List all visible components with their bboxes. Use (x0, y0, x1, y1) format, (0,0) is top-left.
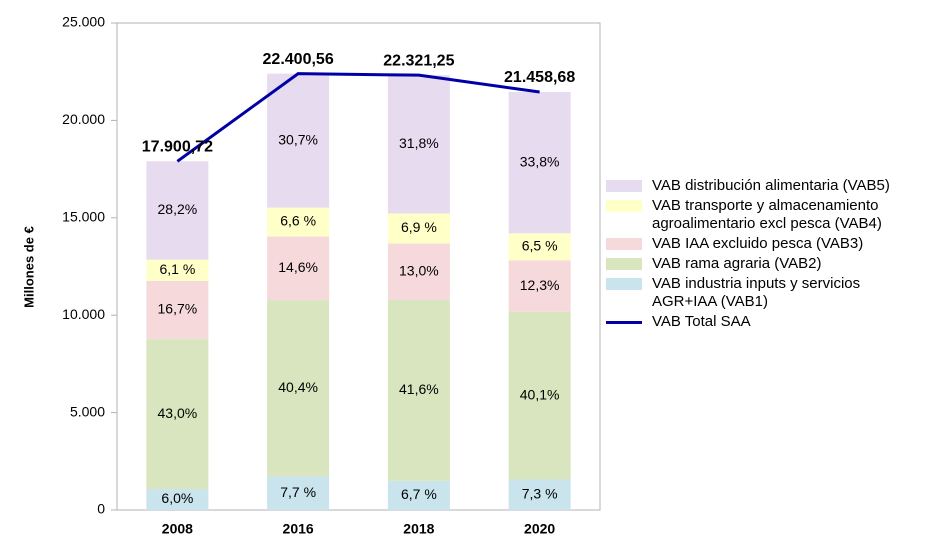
x-tick-label: 2016 (283, 521, 314, 537)
share-label: 7,3 % (522, 485, 558, 501)
share-label: 33,8% (520, 153, 560, 169)
bar-segment (387, 213, 450, 244)
bar-segment (508, 311, 571, 480)
x-tick-label: 2008 (162, 521, 193, 537)
legend-label: VAB IAA excluido pesca (VAB3) (652, 235, 864, 252)
legend-label: VAB Total SAA (652, 313, 751, 330)
share-label: 13,0% (399, 262, 439, 278)
legend-item: VAB rama agraria (VAB2) (606, 255, 906, 273)
plot-frame (116, 22, 601, 511)
legend: VAB distribución alimentaria (VAB5) VAB t… (606, 177, 906, 333)
y-tick-label: 5.000 (70, 403, 105, 419)
y-axis-label: Millones de € (21, 226, 36, 308)
y-tick-label: 10.000 (62, 306, 105, 322)
bar-segment (508, 479, 571, 510)
legend-swatch (606, 278, 642, 290)
bar-segment (508, 233, 571, 261)
share-label: 41,6% (399, 381, 439, 397)
bar-segment (267, 300, 330, 477)
share-label: 30,7% (278, 131, 318, 147)
share-label: 28,2% (158, 201, 198, 217)
legend-swatch (606, 238, 642, 250)
share-label: 40,1% (520, 386, 560, 402)
bar-segment (146, 280, 209, 340)
y-tick-label: 20.000 (62, 111, 105, 127)
legend-item: VAB industria inputs y servicios AGR+IAA… (606, 275, 906, 311)
legend-swatch (606, 321, 642, 324)
legend-swatch (606, 258, 642, 270)
share-label: 6,7 % (401, 486, 437, 502)
bar-segment (508, 91, 571, 234)
y-tick-label: 25.000 (62, 14, 105, 30)
bar-segment (146, 489, 209, 510)
bar-segment (146, 161, 209, 260)
total-line (176, 72, 540, 163)
legend-item: VAB distribución alimentaria (VAB5) (606, 177, 906, 195)
share-label: 16,7% (158, 301, 198, 317)
share-label: 6,9 % (401, 219, 437, 235)
legend-item: VAB IAA excluido pesca (VAB3) (606, 235, 906, 253)
legend-swatch (606, 200, 642, 212)
bar-segment (146, 339, 209, 490)
x-tick-label: 2020 (524, 521, 555, 537)
bar-segment (508, 260, 571, 312)
legend-label: VAB distribución alimentaria (VAB5) (652, 177, 890, 194)
bar-segment (267, 476, 330, 510)
share-label: 43,0% (158, 405, 198, 421)
share-label: 12,3% (520, 277, 560, 293)
total-label: 17.900,72 (142, 139, 213, 156)
share-label: 6,1 % (159, 261, 195, 277)
share-label: 6,5 % (522, 238, 558, 254)
x-tick-label: 2018 (403, 521, 434, 537)
total-label: 22.321,25 (383, 52, 454, 69)
bar-segment (387, 299, 450, 481)
legend-label: VAB industria inputs y servicios AGR+IAA… (652, 275, 861, 310)
share-label: 7,7 % (280, 484, 316, 500)
legend-swatch (606, 180, 642, 192)
share-label: 6,6 % (280, 213, 316, 229)
bar-segment (387, 243, 450, 300)
share-label: 40,4% (278, 379, 318, 395)
bar-segment (146, 259, 209, 281)
bar-segment (387, 75, 450, 214)
total-label: 21.458,68 (504, 69, 575, 86)
share-label: 14,6% (278, 259, 318, 275)
y-tick-label: 15.000 (62, 209, 105, 225)
y-tick-label: 0 (97, 501, 105, 517)
share-label: 31,8% (399, 135, 439, 151)
bar-segment (267, 207, 330, 237)
legend-label: VAB rama agraria (VAB2) (652, 255, 822, 272)
share-label: 6,0% (161, 490, 193, 506)
bar-segment (387, 480, 450, 510)
total-label: 22.400,56 (263, 51, 334, 68)
legend-label: VAB transporte y almacenamiento agroalim… (652, 197, 882, 232)
bar-segment (267, 73, 330, 208)
legend-item: VAB transporte y almacenamiento agroalim… (606, 197, 906, 233)
legend-item: VAB Total SAA (606, 313, 906, 331)
bar-segment (267, 236, 330, 301)
